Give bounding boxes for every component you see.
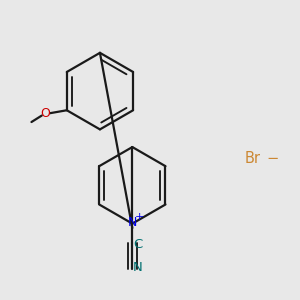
Text: C: C bbox=[133, 238, 142, 251]
Text: N: N bbox=[128, 216, 137, 229]
Text: Br: Br bbox=[244, 151, 260, 166]
Text: −: − bbox=[266, 151, 279, 166]
Text: N: N bbox=[133, 261, 142, 274]
Text: O: O bbox=[40, 107, 50, 120]
Text: +: + bbox=[135, 212, 144, 222]
